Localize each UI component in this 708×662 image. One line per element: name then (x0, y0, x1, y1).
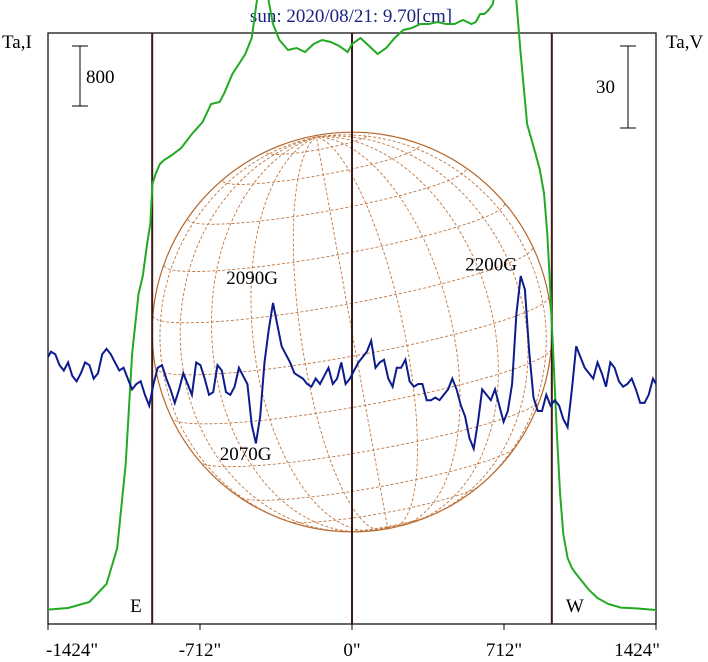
meridian-line (316, 134, 547, 528)
parallel-line (237, 444, 517, 501)
parallel-line (187, 168, 467, 225)
meridian-line (250, 136, 388, 532)
meridian-line (316, 136, 499, 528)
chart-title: sun: 2020/08/21: 9.70[cm] (250, 6, 452, 27)
parallel-line (266, 134, 370, 156)
x-tick-label: 0" (343, 640, 360, 661)
meridian-line (159, 136, 388, 532)
right-scale-bar: 30 (596, 45, 636, 129)
left-axis-label: Ta,I (2, 32, 32, 53)
meridian-line (292, 136, 388, 531)
x-tick-label: 712" (486, 640, 522, 661)
parallel-line (163, 203, 505, 272)
field-annotations: 2090G 2200G 2070G (220, 254, 518, 465)
left-scale-value: 800 (86, 67, 115, 88)
limb-label: E (130, 596, 142, 617)
parallel-line (222, 145, 420, 185)
solar-disk (151, 131, 553, 533)
series-ta-v-line (47, 275, 657, 453)
field-strength-label: 2070G (220, 444, 272, 465)
parallel-line (152, 246, 534, 324)
meridian-line (179, 136, 388, 533)
right-axis-label: Ta,V (666, 32, 703, 53)
meridian-line (316, 136, 461, 528)
parallel-line (199, 398, 541, 468)
meridian-line (211, 136, 388, 533)
x-tick-label: -712" (179, 640, 222, 661)
meridian-line (316, 136, 418, 529)
parallel-line (284, 483, 482, 523)
x-tick-label: 1424" (614, 640, 660, 661)
field-strength-label: 2090G (226, 268, 278, 289)
x-axis-ticks: -1424" -712" 0" 712" 1424" (46, 624, 660, 661)
series-ta-i-line (47, 0, 657, 611)
x-tick-label: -1424" (46, 640, 98, 661)
parallel-line (335, 511, 438, 533)
left-scale-bar: 800 (72, 45, 115, 107)
field-strength-label: 2200G (465, 254, 517, 275)
limb-label: W (566, 596, 584, 617)
parallel-line (170, 347, 552, 425)
right-scale-value: 30 (596, 77, 615, 98)
